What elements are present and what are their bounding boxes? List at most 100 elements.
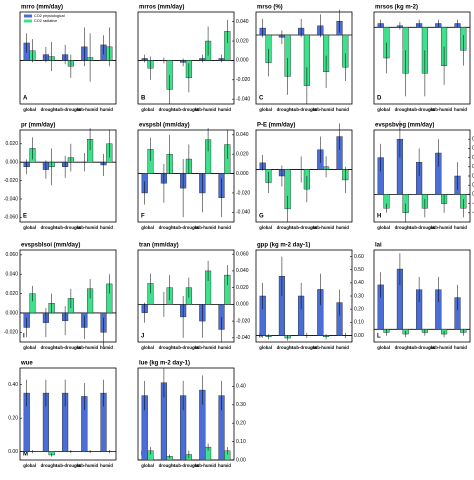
- x-tick-label: sub-drought: [173, 345, 199, 350]
- y-tick-label: 0.00: [236, 457, 246, 463]
- panel-title: mrso (%): [257, 5, 283, 11]
- panel-title: tran (mm/day): [139, 243, 179, 249]
- panel-letter: A: [23, 96, 28, 102]
- y-tick-label: 0.02: [472, 183, 474, 189]
- x-tick-label: global: [141, 107, 154, 112]
- y-tick-label: 0.20: [8, 416, 18, 422]
- x-tick-label: global: [23, 107, 36, 112]
- x-tick-label: sub-humid: [76, 345, 98, 350]
- panel-title: lai: [375, 243, 382, 249]
- panel-letter: K: [259, 334, 264, 340]
- y-tick-label: 0.12: [472, 137, 474, 143]
- panel-letter: I: [23, 334, 25, 340]
- panel-title: lue (kg m-2 day-1): [139, 361, 190, 367]
- legend-label: CO2 radiative: [34, 19, 57, 23]
- panel-title: mrro (mm/day): [21, 5, 63, 11]
- panel-letter: M: [23, 452, 28, 458]
- x-tick-label: global: [141, 225, 154, 230]
- y-tick-label: 0.060: [5, 252, 18, 258]
- x-tick-label: drought: [395, 225, 412, 230]
- y-tick-label: 0.00: [472, 192, 474, 198]
- legend-label: CO2 physiological: [34, 14, 65, 18]
- x-tick-label: sub-drought: [409, 107, 435, 112]
- panel-title: evspsbl (mm/day): [139, 123, 190, 129]
- y-tick-label: 0.04: [472, 173, 474, 179]
- x-tick-label: drought: [395, 345, 412, 350]
- y-tick-label: -0.060: [4, 215, 18, 221]
- x-tick-label: sub-drought: [291, 345, 317, 350]
- y-tick-label: -0.020: [236, 318, 250, 324]
- panel-frame: [19, 249, 117, 343]
- panel-title: evspsbveg (mm/day): [375, 123, 434, 129]
- x-tick-label: humid: [454, 345, 467, 350]
- x-tick-label: humid: [454, 107, 467, 112]
- x-tick-label: humid: [218, 345, 231, 350]
- x-tick-label: sub-humid: [430, 225, 452, 230]
- panel-letter: G: [259, 214, 264, 220]
- y-tick-label: -0.020: [4, 178, 18, 184]
- y-tick-label: 0.40: [236, 384, 246, 390]
- y-tick-label: 0.60: [354, 254, 364, 260]
- y-tick-label: -0.040: [236, 335, 250, 341]
- x-tick-label: humid: [218, 107, 231, 112]
- x-tick-label: humid: [218, 225, 231, 230]
- legend-swatch: [24, 14, 32, 18]
- y-tick-label: 0.10: [236, 439, 246, 445]
- x-tick-label: drought: [277, 107, 294, 112]
- y-tick-label: -0.040: [4, 196, 18, 202]
- x-tick-label: sub-drought: [173, 107, 199, 112]
- y-tick-label: 0.000: [236, 302, 249, 308]
- panel-title: pr (mm/day): [21, 123, 55, 129]
- x-tick-label: global: [141, 463, 154, 468]
- x-tick-label: global: [23, 463, 36, 468]
- panel-frame: [373, 11, 471, 105]
- y-tick-label: 0.20: [354, 306, 364, 312]
- panel-letter: J: [141, 334, 144, 340]
- y-tick-label: 0.040: [236, 268, 249, 274]
- x-tick-label: drought: [41, 345, 58, 350]
- x-tick-label: sub-drought: [409, 345, 435, 350]
- y-tick-label: 0.08: [472, 155, 474, 161]
- x-tick-label: global: [377, 107, 390, 112]
- y-tick-label: 0.10: [354, 320, 364, 326]
- y-tick-label: 0.00: [8, 449, 18, 455]
- x-tick-label: sub-humid: [312, 345, 334, 350]
- panel-title: wue: [20, 361, 33, 367]
- panel-frame: [137, 249, 235, 343]
- x-tick-label: sub-drought: [55, 345, 81, 350]
- panel-title: evspsblsoi (mm/day): [21, 243, 80, 249]
- x-tick-label: sub-humid: [76, 463, 98, 468]
- y-tick-label: 0.10: [472, 146, 474, 152]
- y-tick-label: 0.040: [236, 19, 249, 25]
- y-tick-label: -0.04: [472, 210, 474, 216]
- x-tick-label: sub-humid: [76, 107, 98, 112]
- x-tick-label: sub-humid: [430, 345, 452, 350]
- y-tick-label: 0.020: [236, 152, 249, 158]
- x-tick-label: sub-humid: [194, 463, 216, 468]
- y-tick-label: 0.40: [8, 382, 18, 388]
- x-tick-label: drought: [159, 107, 176, 112]
- x-tick-label: sub-drought: [55, 463, 81, 468]
- x-tick-label: humid: [100, 345, 113, 350]
- x-tick-label: sub-humid: [194, 225, 216, 230]
- x-tick-label: sub-drought: [409, 225, 435, 230]
- x-tick-label: drought: [159, 225, 176, 230]
- y-tick-label: -0.020: [236, 190, 250, 196]
- panel-letter: E: [23, 214, 27, 220]
- x-tick-label: drought: [41, 463, 58, 468]
- y-tick-label: 0.020: [5, 141, 18, 147]
- x-tick-label: drought: [41, 107, 58, 112]
- y-tick-label: 0.000: [5, 310, 18, 316]
- panel-frame: [19, 129, 117, 223]
- x-tick-label: global: [377, 225, 390, 230]
- x-tick-label: humid: [218, 463, 231, 468]
- x-tick-label: sub-drought: [55, 107, 81, 112]
- x-tick-label: global: [377, 345, 390, 350]
- panel-letter: H: [377, 214, 381, 220]
- x-tick-label: drought: [159, 345, 176, 350]
- panel-letter: C: [259, 96, 264, 102]
- x-tick-label: humid: [100, 107, 113, 112]
- x-tick-label: sub-drought: [291, 225, 317, 230]
- panel-frame: [373, 249, 471, 343]
- x-tick-label: sub-drought: [55, 225, 81, 230]
